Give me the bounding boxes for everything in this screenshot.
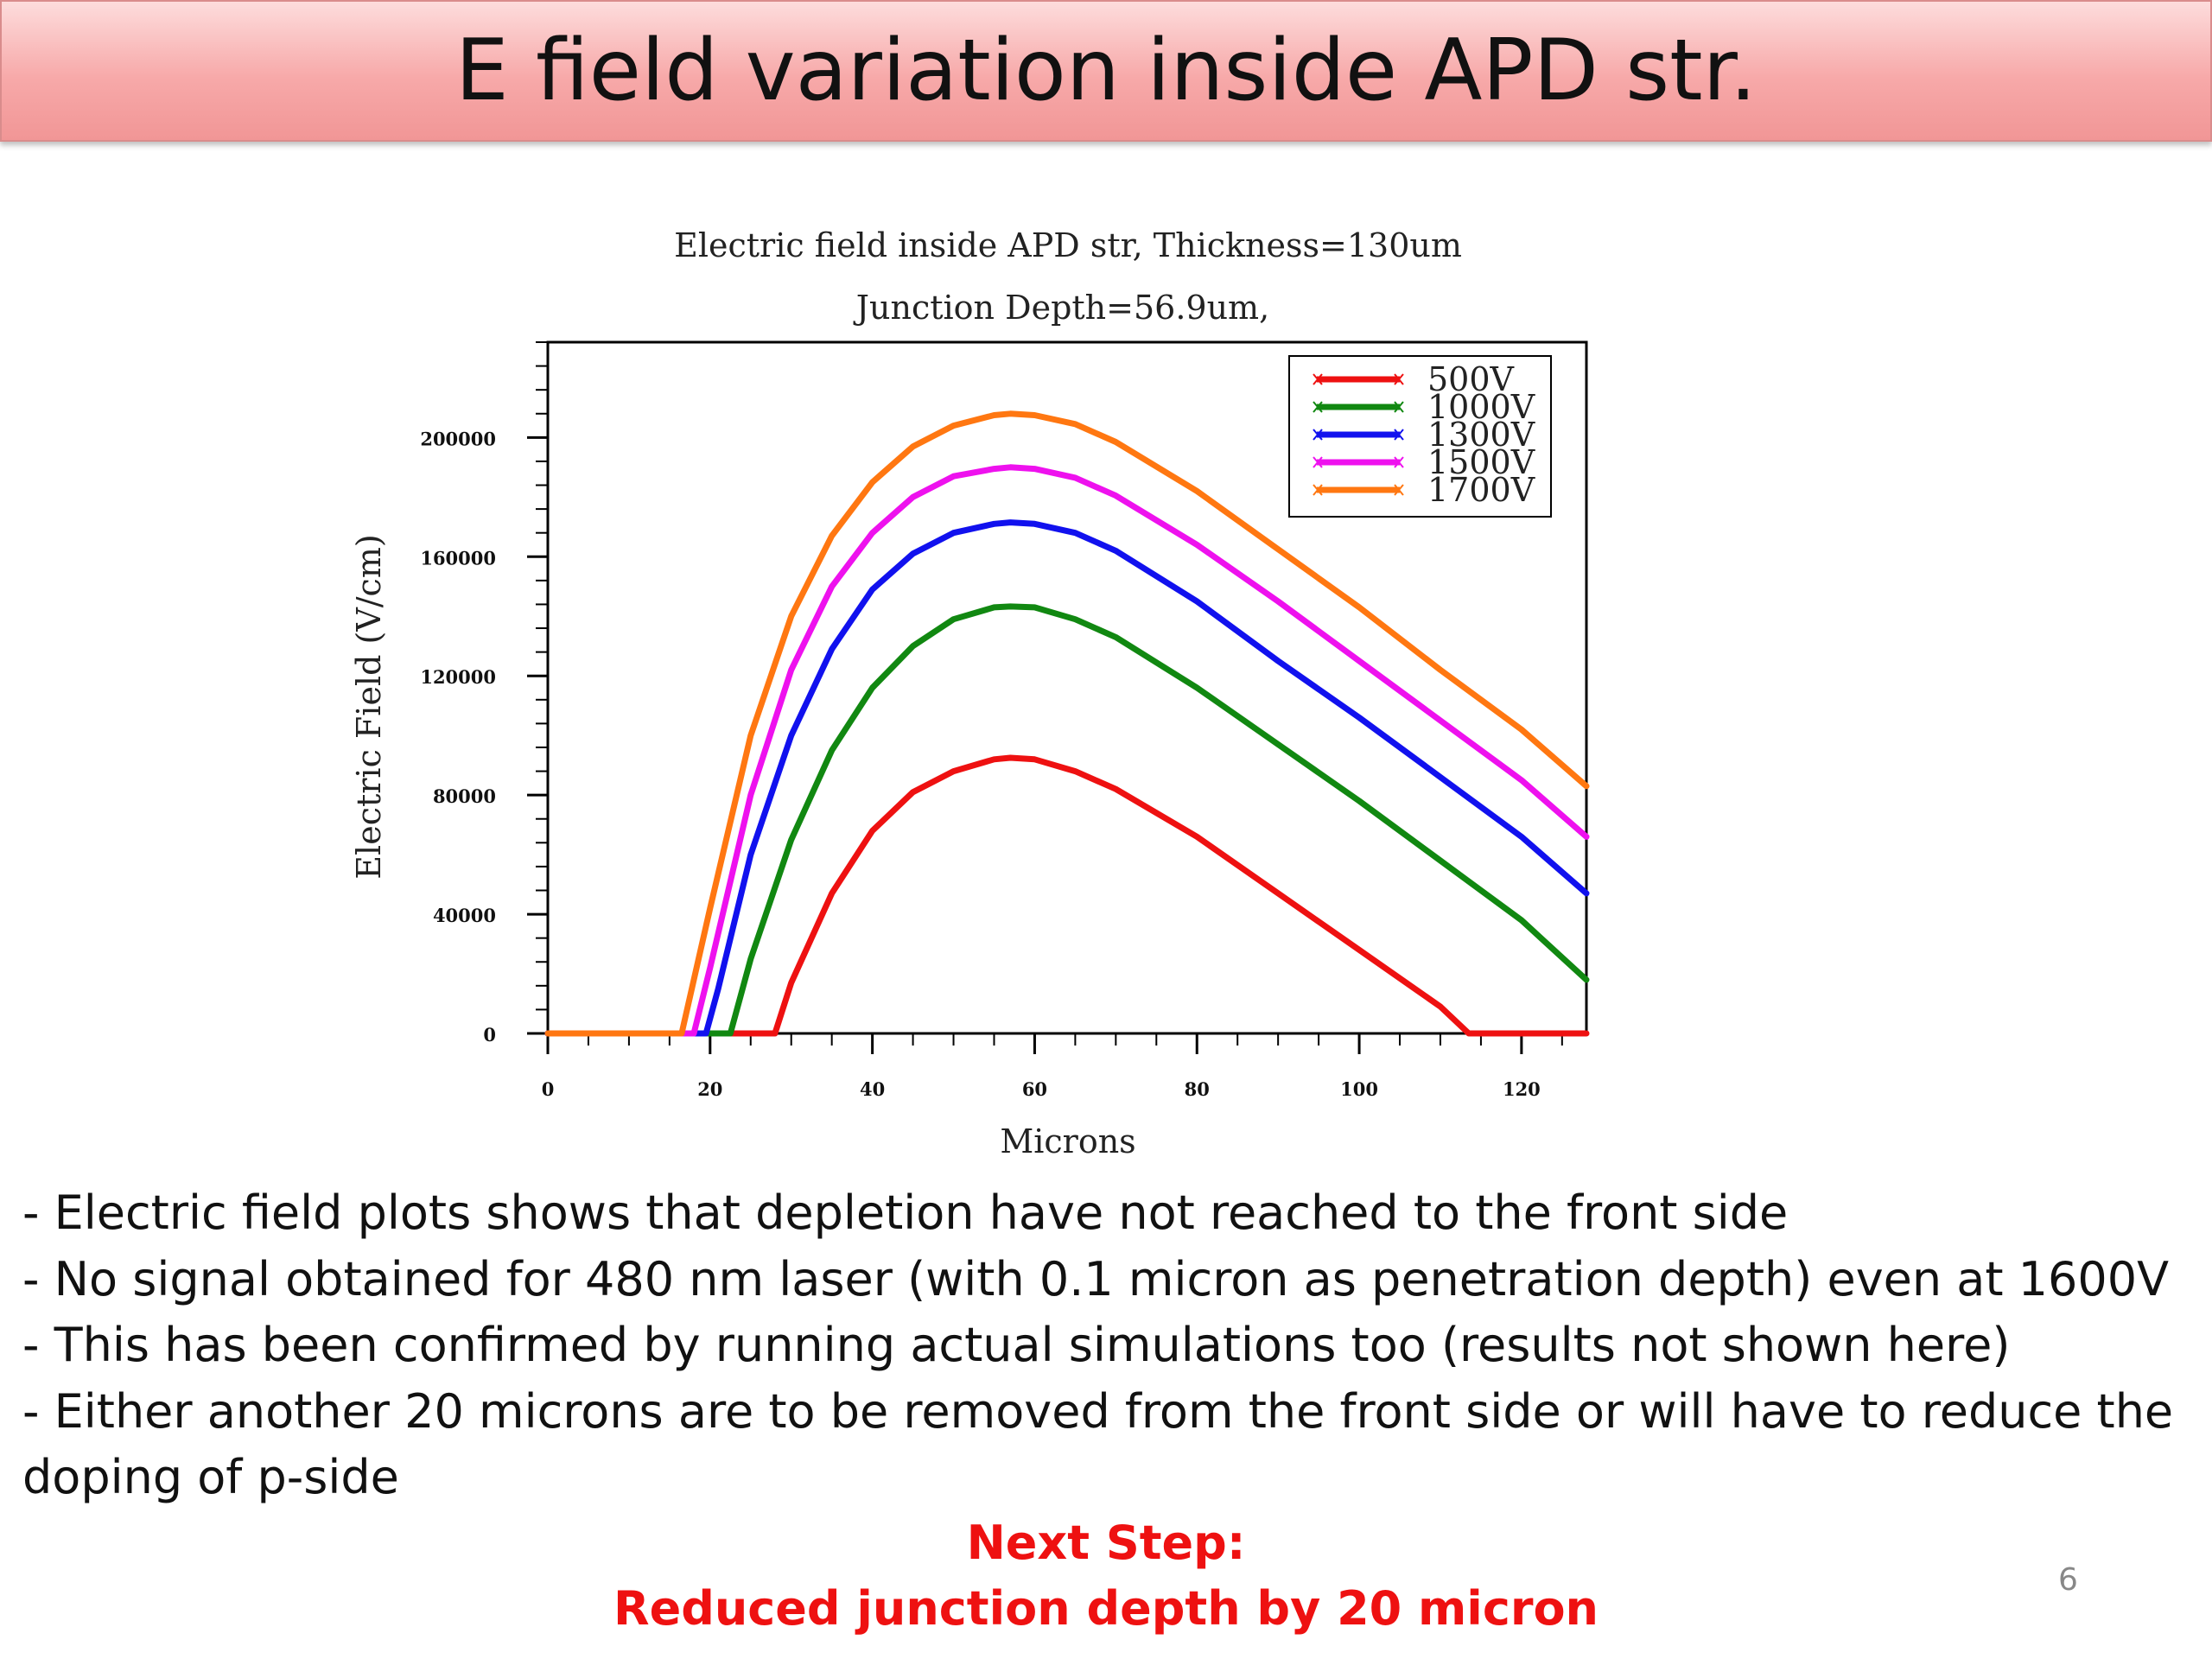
bullet-item: - No signal obtained for 480 nm laser (w… xyxy=(22,1251,2170,1306)
x-tick-label: 0 xyxy=(542,1078,555,1100)
series-lines xyxy=(544,410,1590,1037)
legend-marker xyxy=(1313,401,1404,413)
legend-label: 1700V xyxy=(1427,471,1535,509)
x-tick-label: 20 xyxy=(697,1078,722,1100)
bullet-list: - Electric field plots shows that deplet… xyxy=(22,1180,2183,1511)
legend-label: 500V xyxy=(1427,360,1515,398)
x-tick-label: 120 xyxy=(1503,1078,1541,1100)
y-tick-label: 80000 xyxy=(433,785,496,807)
legend-label: 1500V xyxy=(1427,443,1535,481)
y-tick-label: 120000 xyxy=(420,666,496,688)
next-step-heading: Next Step: xyxy=(966,1516,1246,1570)
series-line-1300V xyxy=(544,519,1590,1037)
series-line-1000V xyxy=(544,603,1590,1037)
y-tick-label: 160000 xyxy=(420,547,496,569)
x-tick-label: 80 xyxy=(1185,1078,1210,1100)
series-line-500V xyxy=(544,754,1590,1037)
legend-marker xyxy=(1313,456,1404,468)
plot-frame xyxy=(546,340,1588,1035)
electric-field-chart: Electric field inside APD str, Thickness… xyxy=(350,226,1590,1158)
legend-marker xyxy=(1313,429,1404,441)
bullet-item: - Electric field plots shows that deplet… xyxy=(22,1185,1789,1240)
axis-ticks: 0 20 40 60 80 100 120 0 40000 80000 120000 160000 20… xyxy=(420,341,1563,1100)
x-axis-label: Microns xyxy=(1000,1122,1135,1158)
legend-label: 1300V xyxy=(1427,416,1535,454)
x-tick-label: 100 xyxy=(1340,1078,1378,1100)
legend-marker xyxy=(1313,484,1404,496)
slide-title-bar: E field variation inside APD str. xyxy=(0,0,2212,142)
chart-subtitle: Junction Depth=56.9um, xyxy=(853,289,1269,327)
next-step-text: Reduced junction depth by 20 micron xyxy=(613,1581,1599,1636)
chart-title: Electric field inside APD str, Thickness… xyxy=(674,226,1462,264)
y-tick-label: 40000 xyxy=(433,905,496,926)
page-number: 6 xyxy=(2058,1562,2078,1598)
series-line-1700V xyxy=(544,410,1590,1037)
bullet-item: - This has been confirmed by running act… xyxy=(22,1318,2011,1372)
legend-label: 1000V xyxy=(1427,388,1535,426)
bullet-item: - Either another 20 microns are to be re… xyxy=(22,1383,2174,1505)
slide-title: E field variation inside APD str. xyxy=(454,22,1758,120)
legend-marker xyxy=(1313,373,1404,385)
x-tick-label: 40 xyxy=(860,1078,885,1100)
y-axis-label: Electric Field (V/cm) xyxy=(350,534,388,879)
series-line-1500V xyxy=(544,464,1590,1037)
y-tick-label: 0 xyxy=(483,1024,496,1046)
x-tick-label: 60 xyxy=(1022,1078,1047,1100)
y-tick-label: 200000 xyxy=(420,428,496,449)
